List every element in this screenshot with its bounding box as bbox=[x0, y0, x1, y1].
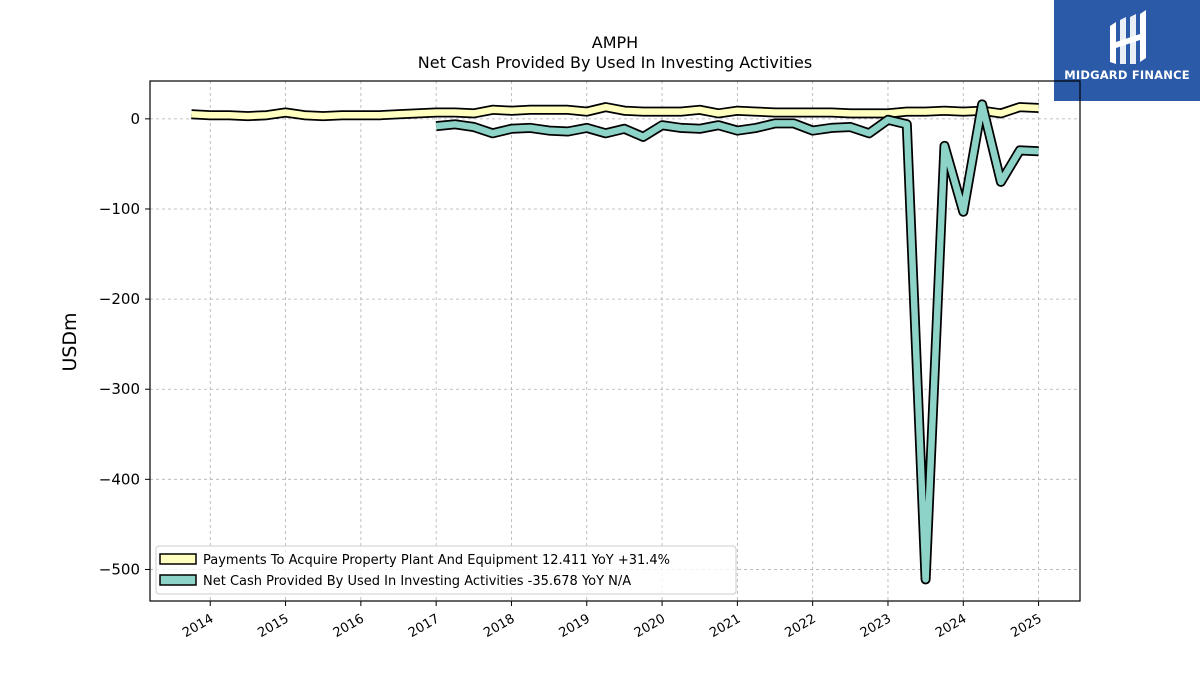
chart-title: AMPH bbox=[592, 33, 638, 52]
x-tick-label: 2017 bbox=[406, 611, 442, 641]
x-tick-label: 2021 bbox=[707, 611, 743, 641]
x-tick-label: 2020 bbox=[632, 611, 668, 641]
series-line-2 bbox=[435, 101, 1039, 583]
series-line-1 bbox=[191, 103, 1039, 120]
x-tick-label: 2019 bbox=[557, 611, 593, 641]
x-tick-label: 2023 bbox=[858, 611, 894, 641]
y-tick-label: 0 bbox=[130, 110, 140, 128]
legend-label: Net Cash Provided By Used In Investing A… bbox=[203, 574, 631, 589]
y-tick-label: −200 bbox=[99, 290, 140, 308]
x-tick-label: 2022 bbox=[783, 611, 819, 641]
brand-logo: MIDGARD FINANCE bbox=[1054, 0, 1200, 101]
plot-frame bbox=[149, 80, 1081, 602]
brand-name: MIDGARD FINANCE bbox=[1064, 68, 1190, 82]
y-axis-label: USDm bbox=[59, 312, 81, 371]
midgard-logo-icon bbox=[1110, 10, 1146, 64]
y-tick-label: −400 bbox=[99, 470, 140, 488]
y-tick-label: −500 bbox=[99, 560, 140, 578]
grid-lines bbox=[150, 81, 1080, 601]
x-tick-label: 2018 bbox=[481, 611, 517, 641]
legend-box bbox=[155, 545, 737, 595]
y-tick-label: −100 bbox=[99, 200, 140, 218]
x-tick-label: 2014 bbox=[180, 611, 216, 641]
y-tick-label: −300 bbox=[99, 380, 140, 398]
x-tick-label: 2024 bbox=[933, 611, 969, 641]
chart-subtitle: Net Cash Provided By Used In Investing A… bbox=[418, 53, 812, 72]
legend: Payments To Acquire Property Plant And E… bbox=[155, 545, 737, 595]
x-tick-label: 2016 bbox=[331, 611, 367, 641]
series-layer bbox=[191, 99, 1039, 585]
legend-swatch bbox=[159, 574, 197, 586]
legend-label: Payments To Acquire Property Plant And E… bbox=[203, 553, 670, 568]
legend-swatch bbox=[159, 553, 197, 565]
x-tick-label: 2025 bbox=[1008, 611, 1044, 641]
x-tick-label: 2015 bbox=[255, 611, 291, 641]
